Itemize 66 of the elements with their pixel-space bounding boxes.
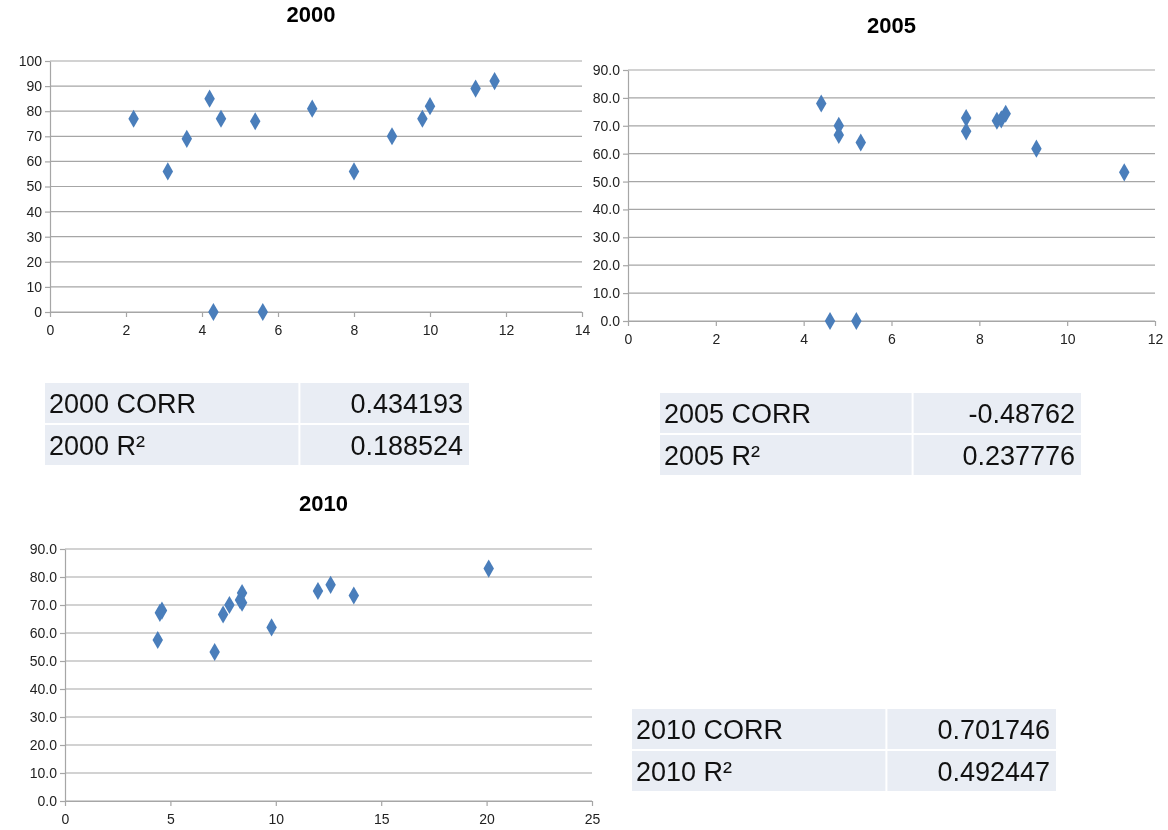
y-tick-label: 80 [26,103,43,120]
y-tick-label: 60.0 [592,145,621,162]
x-tick-label: 4 [800,331,809,348]
chart-title: 2000 [286,2,336,27]
x-tick-label: 15 [373,811,390,828]
x-tick-label: 2 [712,331,721,348]
chart-title: 2010 [299,491,348,516]
x-tick-label: 12 [498,322,515,339]
y-tick-label: 80.0 [29,568,58,585]
y-tick-label: 50.0 [592,173,621,190]
y-tick-label: 60.0 [29,624,58,641]
category-label: 2000 R² [49,431,146,462]
y-tick-label: 60 [26,153,43,170]
y-tick-label: 70.0 [29,596,58,613]
data-label: 0.701746 [937,715,1050,746]
data-label: 0.237776 [962,441,1075,472]
y-tick-label: 20.0 [592,257,621,274]
x-tick-label: 10 [1059,331,1076,348]
x-tick-label: 25 [584,811,601,828]
category-label: 2005 R² [664,441,761,472]
x-tick-label: 10 [268,811,285,828]
y-tick-label: 90.0 [29,540,58,557]
x-tick-label: 8 [350,322,359,339]
x-tick-label: 6 [888,331,897,348]
y-tick-label: 20.0 [29,736,58,753]
y-tick-label: 70 [26,128,43,145]
category-label: 2000 CORR [49,389,197,420]
category-label: 2005 CORR [664,399,812,430]
x-tick-label: 12 [1147,331,1164,348]
y-tick-label: 0 [34,303,43,320]
y-tick-label: 40.0 [592,201,621,218]
y-tick-label: 0.0 [37,792,58,809]
y-tick-label: 30.0 [592,229,621,246]
x-tick-label: 14 [574,322,591,339]
y-tick-label: 80.0 [592,89,621,106]
data-label: -0.48762 [968,399,1075,430]
y-tick-label: 0.0 [600,312,621,329]
chart-title: 2005 [867,13,916,38]
x-tick-label: 6 [274,322,283,339]
x-tick-label: 0 [624,331,633,348]
x-tick-label: 5 [167,811,175,828]
category-label: 2010 R² [636,757,733,788]
data-label: 0.434193 [350,389,463,420]
y-tick-label: 40.0 [29,680,58,697]
x-tick-label: 0 [61,811,70,828]
data-label: 0.188524 [350,431,463,462]
y-tick-label: 10.0 [29,764,58,781]
y-tick-label: 30.0 [29,708,58,725]
x-tick-label: 8 [975,331,984,348]
x-tick-label: 4 [198,322,207,339]
y-tick-label: 10 [26,278,43,295]
x-tick-label: 10 [422,322,439,339]
y-tick-label: 50.0 [29,652,58,669]
data-label: 0.492447 [937,757,1050,788]
y-tick-label: 100 [18,52,43,69]
y-tick-label: 70.0 [592,117,621,134]
y-tick-label: 40 [26,203,43,220]
y-tick-label: 20 [26,253,43,270]
y-tick-label: 90 [26,78,43,95]
y-tick-label: 30 [26,228,43,245]
x-tick-label: 2 [122,322,131,339]
y-tick-label: 90.0 [592,61,621,78]
y-tick-label: 10.0 [592,285,621,302]
category-label: 2010 CORR [636,715,784,746]
x-tick-label: 20 [479,811,496,828]
y-tick-label: 50 [26,178,43,195]
